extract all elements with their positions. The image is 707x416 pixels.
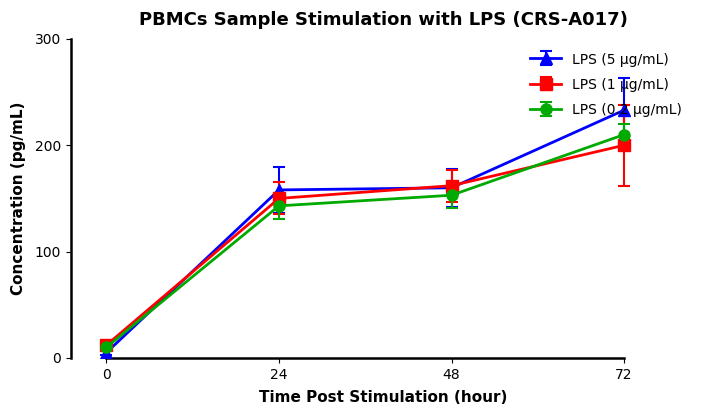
Y-axis label: Concentration (pg/mL): Concentration (pg/mL) [11, 102, 26, 295]
Title: PBMCs Sample Stimulation with LPS (CRS-A017): PBMCs Sample Stimulation with LPS (CRS-A… [139, 11, 628, 29]
X-axis label: Time Post Stimulation (hour): Time Post Stimulation (hour) [259, 390, 508, 405]
Legend: LPS (5 μg/mL), LPS (1 μg/mL), LPS (0.2 μg/mL): LPS (5 μg/mL), LPS (1 μg/mL), LPS (0.2 μ… [523, 46, 689, 124]
